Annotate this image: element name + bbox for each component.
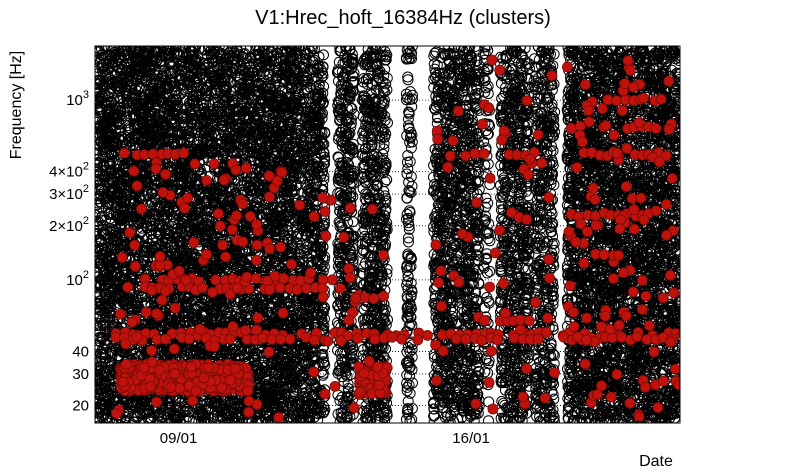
cluster-point (160, 242, 172, 253)
data-points (95, 46, 680, 423)
chart-title: V1:Hrec_hoft_16384Hz (clusters) (255, 7, 551, 29)
